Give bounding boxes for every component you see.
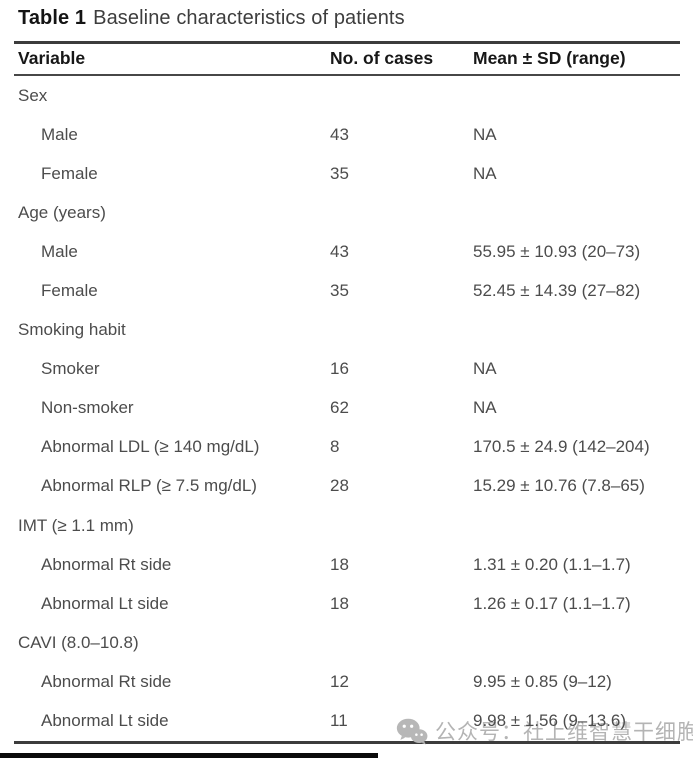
cases-cell: 35 (330, 163, 349, 183)
table-row: Abnormal Lt side 11 9.98 ± 1.56 (9–13.6) (14, 702, 680, 741)
variable-cell: Abnormal LDL (≥ 140 mg/dL) (41, 437, 260, 457)
mean-cell: 1.26 ± 0.17 (1.1–1.7) (473, 593, 631, 613)
variable-cell: Male (41, 241, 78, 261)
cases-cell: 28 (330, 476, 349, 496)
table-row: Abnormal RLP (≥ 7.5 mg/dL) 28 15.29 ± 10.7… (14, 467, 680, 506)
cases-cell: 43 (330, 124, 349, 144)
table-row: Male 43 55.95 ± 10.93 (20–73) (14, 232, 680, 271)
table-row: Smoker 16 NA (14, 350, 680, 389)
table-bottom-rule (14, 741, 680, 744)
variable-cell: Female (41, 281, 98, 301)
variable-cell: Male (41, 124, 78, 144)
table-header-rule (14, 74, 680, 76)
mean-cell: 1.31 ± 0.20 (1.1–1.7) (473, 554, 631, 574)
cases-cell: 43 (330, 241, 349, 261)
cases-cell: 35 (330, 281, 349, 301)
table-top-rule (14, 41, 680, 44)
cases-cell: 18 (330, 554, 349, 574)
variable-cell: Non-smoker (41, 398, 134, 418)
table-section-row: Smoking habit (14, 311, 680, 350)
cases-cell: 12 (330, 671, 349, 691)
variable-cell: Abnormal Rt side (41, 554, 172, 574)
mean-cell: 15.29 ± 10.76 (7.8–65) (473, 476, 645, 496)
variable-cell: Smoker (41, 359, 100, 379)
table-row: Non-smoker 62 NA (14, 389, 680, 428)
table-header-row: Variable No. of cases Mean ± SD (range) (14, 43, 680, 74)
table-title: Table 1 Baseline characteristics of patie… (18, 7, 405, 30)
table-body: Sex Male 43 NA Female 35 NA Age (years) Male 43 55… (14, 76, 680, 741)
mean-cell: NA (473, 359, 497, 379)
variable-cell: Abnormal Lt side (41, 711, 169, 731)
table-row: Abnormal LDL (≥ 140 mg/dL) 8 170.5 ± 24.9 … (14, 428, 680, 467)
column-header-mean: Mean ± SD (range) (473, 48, 626, 68)
table-row: Abnormal Lt side 18 1.26 ± 0.17 (1.1–1.7) (14, 584, 680, 623)
table-row: Abnormal Rt side 18 1.31 ± 0.20 (1.1–1.7) (14, 545, 680, 584)
mean-cell: NA (473, 124, 497, 144)
mean-cell: NA (473, 398, 497, 418)
mean-cell: 9.95 ± 0.85 (9–12) (473, 671, 612, 691)
wechat-icon (396, 718, 428, 745)
table-row: Abnormal Rt side 12 9.95 ± 0.85 (9–12) (14, 662, 680, 701)
table-section-row: Sex (14, 76, 680, 115)
bottom-black-bar (0, 753, 378, 758)
cases-cell: 11 (330, 711, 348, 731)
variable-cell: IMT (≥ 1.1 mm) (18, 515, 134, 535)
mean-cell: NA (473, 163, 497, 183)
column-header-variable: Variable (18, 48, 86, 68)
column-header-cases: No. of cases (330, 48, 434, 68)
cases-cell: 16 (330, 359, 349, 379)
mean-cell: 9.98 ± 1.56 (9–13.6) (473, 711, 626, 731)
variable-cell: CAVI (8.0–10.8) (18, 632, 139, 652)
mean-cell: 55.95 ± 10.93 (20–73) (473, 241, 641, 261)
table-title-text: Baseline characteristics of patients (93, 7, 405, 29)
variable-cell: Smoking habit (18, 320, 126, 340)
table-row: Female 35 52.45 ± 14.39 (27–82) (14, 271, 680, 310)
variable-cell: Female (41, 163, 98, 183)
variable-cell: Age (years) (18, 202, 106, 222)
variable-cell: Abnormal Rt side (41, 671, 172, 691)
cases-cell: 62 (330, 398, 349, 418)
variable-cell: Abnormal Lt side (41, 593, 169, 613)
table-section-row: CAVI (8.0–10.8) (14, 623, 680, 662)
table-title-label: Table 1 (18, 7, 87, 29)
cases-cell: 8 (330, 437, 340, 457)
mean-cell: 52.45 ± 14.39 (27–82) (473, 281, 641, 301)
variable-cell: Sex (18, 85, 48, 105)
watermark: 公众号：社上维智慧干细胞 (396, 716, 693, 746)
watermark-text: 公众号：社上维智慧干细胞 (435, 721, 693, 744)
table-section-row: IMT (≥ 1.1 mm) (14, 506, 680, 545)
table-row: Male 43 NA (14, 115, 680, 154)
mean-cell: 170.5 ± 24.9 (142–204) (473, 437, 650, 457)
table-row: Female 35 NA (14, 154, 680, 193)
cases-cell: 18 (330, 593, 349, 613)
variable-cell: Abnormal RLP (≥ 7.5 mg/dL) (41, 476, 257, 496)
table-section-row: Age (years) (14, 193, 680, 232)
